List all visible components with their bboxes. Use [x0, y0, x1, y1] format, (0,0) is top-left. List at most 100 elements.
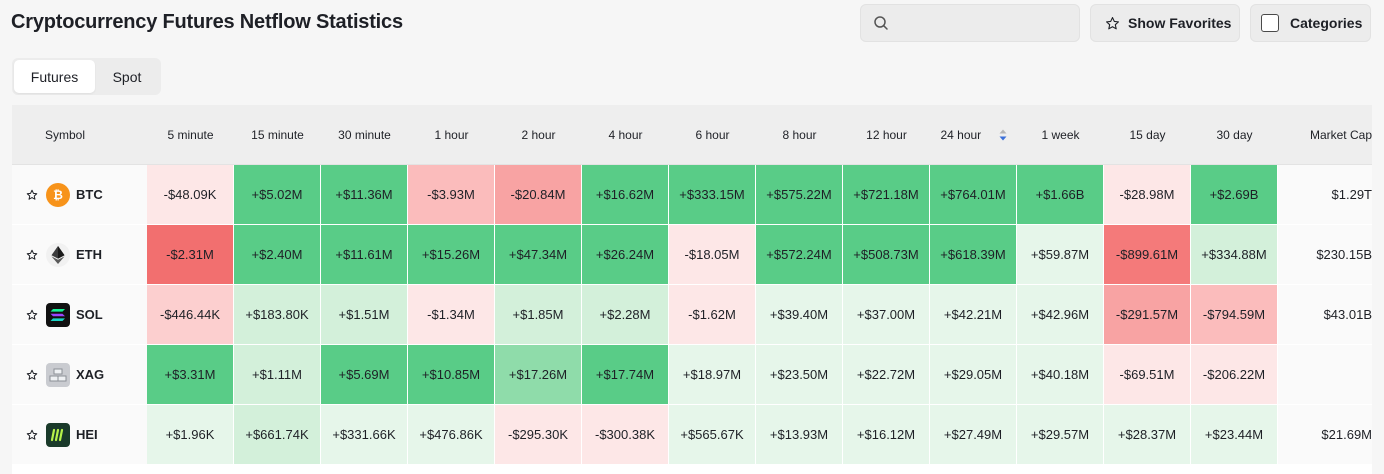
tab-spot[interactable]: Spot [112, 68, 142, 85]
netflow-cell: -$300.38K [582, 405, 669, 465]
header-30m[interactable]: 30 minute [321, 105, 408, 165]
netflow-cell: +$11.61M [321, 225, 408, 285]
netflow-cell: +$5.02M [234, 165, 321, 225]
symbol-name: BTC [76, 187, 103, 202]
symbol-cell[interactable]: ₿ BTC [12, 165, 147, 225]
market-cap-cell: $43.01B [1278, 285, 1372, 345]
netflow-cell: +$16.62M [582, 165, 669, 225]
ethereum-icon [46, 242, 76, 267]
header-6h[interactable]: 6 hour [669, 105, 756, 165]
symbol-name: SOL [76, 307, 103, 322]
netflow-cell: +$29.57M [1017, 405, 1104, 465]
netflow-cell: +$39.40M [756, 285, 843, 345]
netflow-cell: -$1.62M [669, 285, 756, 345]
netflow-cell: -$295.30K [495, 405, 582, 465]
netflow-cell: +$1.85M [495, 285, 582, 345]
header-4h[interactable]: 4 hour [582, 105, 669, 165]
silver-icon [46, 362, 76, 387]
netflow-cell: +$10.85M [408, 345, 495, 405]
netflow-cell: +$1.11M [234, 345, 321, 405]
favorite-star-icon[interactable] [26, 369, 38, 381]
categories-label: Categories [1290, 15, 1363, 31]
netflow-cell: +$572.24M [756, 225, 843, 285]
header-30d[interactable]: 30 day [1191, 105, 1278, 165]
symbol-cell[interactable]: HEI [12, 405, 147, 465]
favorite-star-icon[interactable] [26, 309, 38, 321]
market-cap-cell: $1.29T [1278, 165, 1372, 225]
netflow-cell: -$446.44K [147, 285, 234, 345]
netflow-cell: +$27.49M [930, 405, 1017, 465]
netflow-cell: -$18.05M [669, 225, 756, 285]
header-1h[interactable]: 1 hour [408, 105, 495, 165]
hei-icon [46, 422, 76, 447]
market-type-tabs: Futures Spot [12, 58, 161, 95]
svg-text:₿: ₿ [53, 188, 63, 202]
netflow-cell: +$13.93M [756, 405, 843, 465]
show-favorites-button[interactable]: Show Favorites [1090, 4, 1240, 42]
netflow-cell: -$2.31M [147, 225, 234, 285]
symbol-cell[interactable]: ETH [12, 225, 147, 285]
netflow-cell: -$1.34M [408, 285, 495, 345]
symbol-name: ETH [76, 247, 102, 262]
netflow-cell: -$899.61M [1104, 225, 1191, 285]
header-24h[interactable]: 24 hour [930, 105, 1017, 165]
netflow-cell: +$23.44M [1191, 405, 1278, 465]
netflow-cell: +$333.15M [669, 165, 756, 225]
categories-button[interactable]: Categories [1250, 4, 1371, 42]
favorite-star-icon[interactable] [26, 249, 38, 261]
netflow-cell: -$48.09K [147, 165, 234, 225]
netflow-table: Symbol 5 minute 15 minute 30 minute 1 ho… [12, 105, 1372, 474]
table-row[interactable]: SOL -$446.44K +$183.80K +$1.51M -$1.34M +$1.8… [12, 285, 1372, 345]
symbol-cell[interactable]: SOL [12, 285, 147, 345]
header-8h[interactable]: 8 hour [756, 105, 843, 165]
solana-icon [46, 302, 76, 327]
header-1w[interactable]: 1 week [1017, 105, 1104, 165]
netflow-cell: +$42.21M [930, 285, 1017, 345]
netflow-cell: -$291.57M [1104, 285, 1191, 345]
header-5m[interactable]: 5 minute [147, 105, 234, 165]
netflow-cell: +$28.37M [1104, 405, 1191, 465]
header-12h[interactable]: 12 hour [843, 105, 930, 165]
netflow-cell: +$2.28M [582, 285, 669, 345]
netflow-cell: +$40.18M [1017, 345, 1104, 405]
header-24h-label: 24 hour [940, 127, 982, 142]
netflow-cell: +$29.05M [930, 345, 1017, 405]
header-market-cap[interactable]: Market Cap [1278, 105, 1372, 165]
table-row[interactable]: ETH -$2.31M +$2.40M +$11.61M +$15.26M +$47.34… [12, 225, 1372, 285]
netflow-cell: +$47.34M [495, 225, 582, 285]
table-row[interactable]: ₿ BTC -$48.09K +$5.02M +$11.36M -$3.93M -$20.8… [12, 165, 1372, 225]
netflow-cell: -$69.51M [1104, 345, 1191, 405]
categories-checkbox[interactable] [1261, 14, 1279, 32]
netflow-cell: +$5.69M [321, 345, 408, 405]
search-input[interactable] [860, 4, 1080, 42]
netflow-cell: +$721.18M [843, 165, 930, 225]
table-row[interactable]: XAG +$3.31M +$1.11M +$5.69M +$10.85M +$17.26M… [12, 345, 1372, 405]
favorite-star-icon[interactable] [26, 189, 38, 201]
netflow-cell: +$3.31M [147, 345, 234, 405]
star-icon [1106, 16, 1119, 29]
netflow-cell: +$16.12M [843, 405, 930, 465]
header-2h[interactable]: 2 hour [495, 105, 582, 165]
bitcoin-icon: ₿ [46, 182, 76, 207]
netflow-cell: +$23.50M [756, 345, 843, 405]
market-cap-cell: $230.15B [1278, 225, 1372, 285]
netflow-cell: +$22.72M [843, 345, 930, 405]
market-cap-cell [1278, 345, 1372, 405]
netflow-cell: +$565.67K [669, 405, 756, 465]
netflow-cell: +$42.96M [1017, 285, 1104, 345]
sort-icon [999, 129, 1007, 141]
table-row[interactable]: HEI +$1.96K +$661.74K +$331.66K +$476.86K -$2… [12, 405, 1372, 465]
table-header-row: Symbol 5 minute 15 minute 30 minute 1 ho… [12, 105, 1372, 165]
netflow-cell: +$15.26M [408, 225, 495, 285]
header-symbol[interactable]: Symbol [12, 105, 147, 165]
header-15m[interactable]: 15 minute [234, 105, 321, 165]
netflow-cell: +$2.40M [234, 225, 321, 285]
favorite-star-icon[interactable] [26, 429, 38, 441]
netflow-cell: +$476.86K [408, 405, 495, 465]
netflow-cell: +$17.74M [582, 345, 669, 405]
page-title: Cryptocurrency Futures Netflow Statistic… [11, 11, 403, 33]
netflow-cell: -$20.84M [495, 165, 582, 225]
header-15d[interactable]: 15 day [1104, 105, 1191, 165]
tab-futures[interactable]: Futures [14, 60, 95, 93]
symbol-cell[interactable]: XAG [12, 345, 147, 405]
